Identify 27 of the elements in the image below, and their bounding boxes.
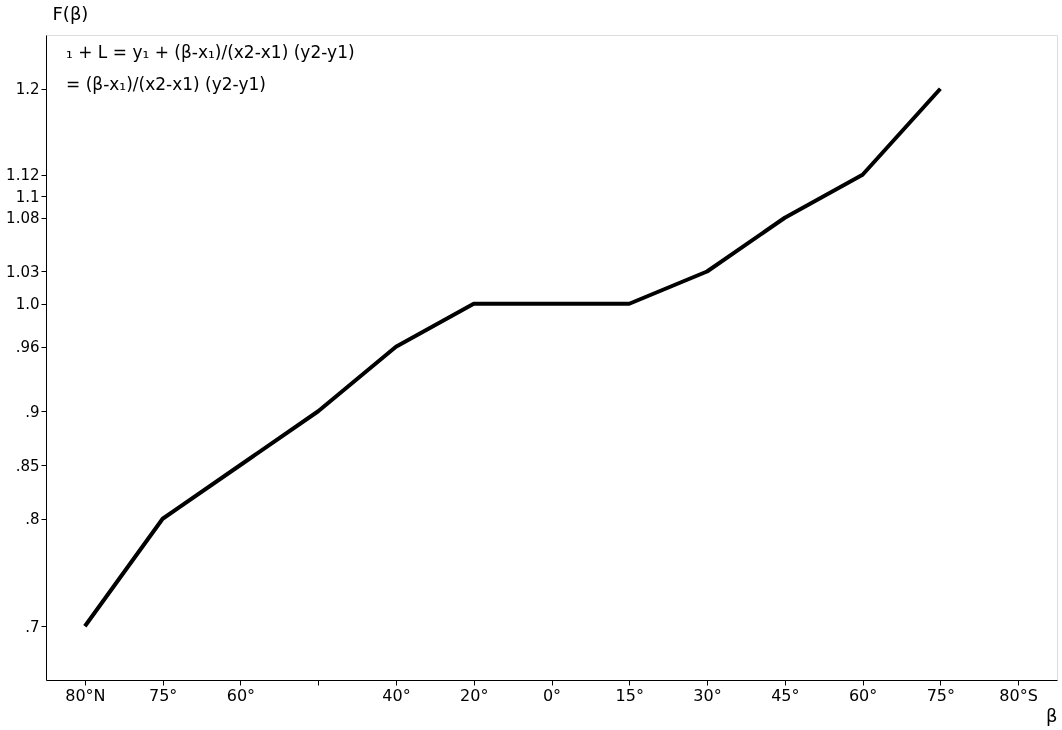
x-tick-label: 0° xyxy=(542,685,562,705)
x-tick-label: 75° xyxy=(148,685,178,705)
y-tick-label: 1.2 xyxy=(15,80,40,99)
x-tick-label: 60° xyxy=(848,685,878,705)
x-tick-label: 60° xyxy=(226,685,256,705)
y-tick-label: .7 xyxy=(25,617,40,636)
x-tick-label: 80°N xyxy=(65,685,106,705)
y-tick-label: 1.12 xyxy=(6,166,40,185)
y-tick-label: .9 xyxy=(25,402,40,421)
y-tick-label: .8 xyxy=(25,510,40,529)
y-axis-title: F(β) xyxy=(52,2,89,24)
x-tick-label: 40° xyxy=(382,685,411,705)
y-tick-label: 1.0 xyxy=(15,295,40,314)
y-tick-label: 1.03 xyxy=(6,263,40,281)
x-tick-label: 15° xyxy=(615,685,644,705)
annotation: ₁ + L = y₁ + (β-x₁)/(x2-x1) (y2-y1) xyxy=(66,42,355,62)
y-tick-label: 1.08 xyxy=(6,209,40,228)
y-tick-label: .85 xyxy=(15,456,40,475)
y-tick-label: 1.1 xyxy=(15,187,40,206)
x-tick-label: 45° xyxy=(771,685,800,705)
annotation: = (β-x₁)/(x2-x1) (y2-y1) xyxy=(66,74,266,94)
x-tick-label: 80°S xyxy=(999,685,1038,705)
x-axis-title: β xyxy=(1046,704,1058,726)
x-tick-label: 20° xyxy=(460,685,489,705)
x-tick-label: 75° xyxy=(926,685,956,705)
y-tick-label: .96 xyxy=(15,338,40,357)
x-tick-label: 30° xyxy=(693,685,722,705)
